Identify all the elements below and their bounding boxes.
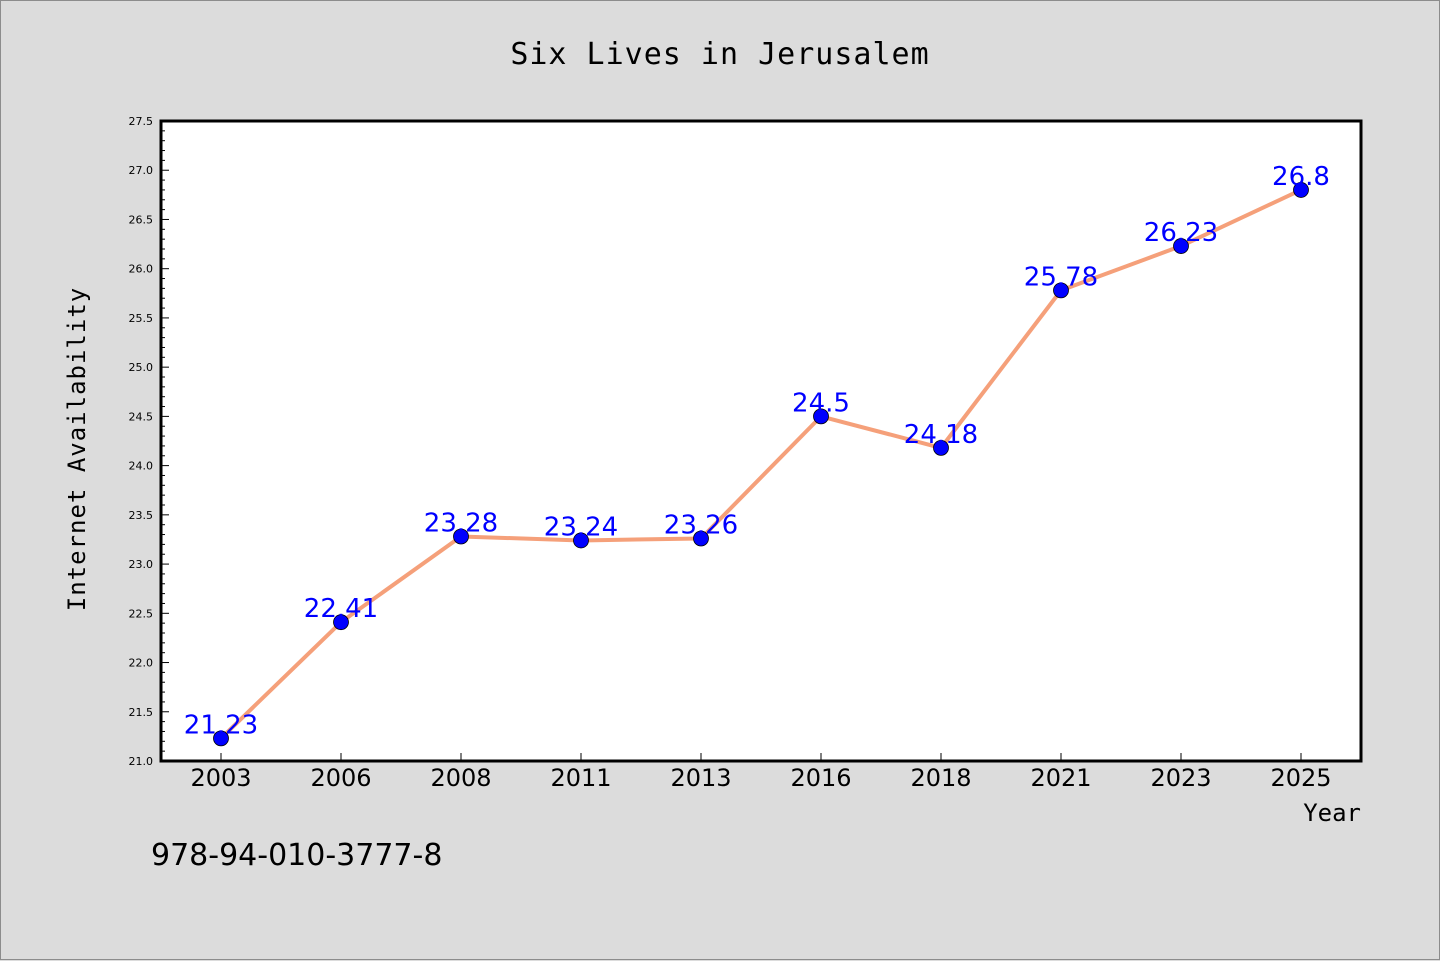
- y-tick-label: 27.5: [129, 115, 154, 128]
- y-axis-ticks: 21.0 21.5 22.0 22.5 23.0 23.5 24.0 24.5 25.0 25.5…: [129, 115, 169, 768]
- data-label: 23.28: [424, 509, 498, 539]
- data-point: [1053, 282, 1069, 299]
- plot-area: [159, 119, 1363, 763]
- data-point: [573, 532, 589, 549]
- y-tick-label: 21.0: [129, 755, 154, 768]
- isbn-annotation: 978-94-010-3777-8: [151, 838, 442, 873]
- y-tick-label: 22.0: [129, 657, 154, 670]
- x-tick-label: 2021: [1030, 764, 1091, 792]
- series-layer: [213, 182, 1309, 747]
- y-axis-label: Internet Availability: [63, 287, 91, 611]
- x-tick-label: 2011: [550, 764, 611, 792]
- data-point: [813, 408, 829, 425]
- data-label: 25.78: [1024, 262, 1098, 292]
- data-label: 26.23: [1144, 218, 1218, 248]
- y-tick-label: 22.5: [129, 607, 154, 620]
- y-tick-label: 25.5: [129, 312, 154, 325]
- y-tick-label: 26.0: [129, 263, 154, 276]
- x-tick-label: 2025: [1270, 764, 1331, 792]
- data-label: 24.18: [904, 420, 978, 450]
- data-label: 23.26: [664, 510, 738, 540]
- chart-title: Six Lives in Jerusalem: [510, 37, 929, 72]
- x-axis-label: Year: [1303, 799, 1361, 827]
- y-tick-label: 24.0: [129, 460, 154, 473]
- series-line: [219, 188, 1302, 740]
- x-tick-label: 2013: [670, 764, 731, 792]
- x-tick-label: 2003: [190, 764, 251, 792]
- y-tick-label: 25.0: [129, 361, 154, 374]
- data-point: [333, 614, 349, 631]
- x-axis-ticks: 2003 2006 2008 2011 2013 2016 2018 2021 2023 2025: [190, 753, 1332, 792]
- data-point: [933, 439, 949, 456]
- x-tick-label: 2008: [430, 764, 491, 792]
- y-tick-label: 23.0: [129, 558, 154, 571]
- y-tick-label: 23.5: [129, 509, 154, 522]
- y-tick-label: 27.0: [129, 164, 154, 177]
- y-tick-label: 26.5: [129, 213, 154, 226]
- data-label: 26.8: [1272, 162, 1330, 192]
- y-tick-label: 21.5: [129, 706, 154, 719]
- data-point: [1173, 238, 1189, 254]
- data-point: [213, 730, 229, 747]
- x-tick-label: 2016: [790, 764, 851, 792]
- x-tick-label: 2023: [1150, 764, 1211, 792]
- data-labels: 21.23 22.41 23.28 23.24 23.26 24.5 24.18 25.78 2…: [184, 162, 1330, 740]
- data-point: [1293, 182, 1309, 198]
- x-tick-label: 2018: [910, 764, 971, 792]
- data-label: 23.24: [544, 512, 618, 542]
- y-tick-label: 24.5: [129, 410, 154, 423]
- data-label: 22.41: [304, 594, 378, 624]
- x-tick-label: 2006: [310, 764, 371, 792]
- data-label: 21.23: [184, 710, 258, 740]
- data-point: [453, 528, 469, 545]
- data-label: 24.5: [792, 388, 850, 418]
- data-point: [693, 530, 709, 547]
